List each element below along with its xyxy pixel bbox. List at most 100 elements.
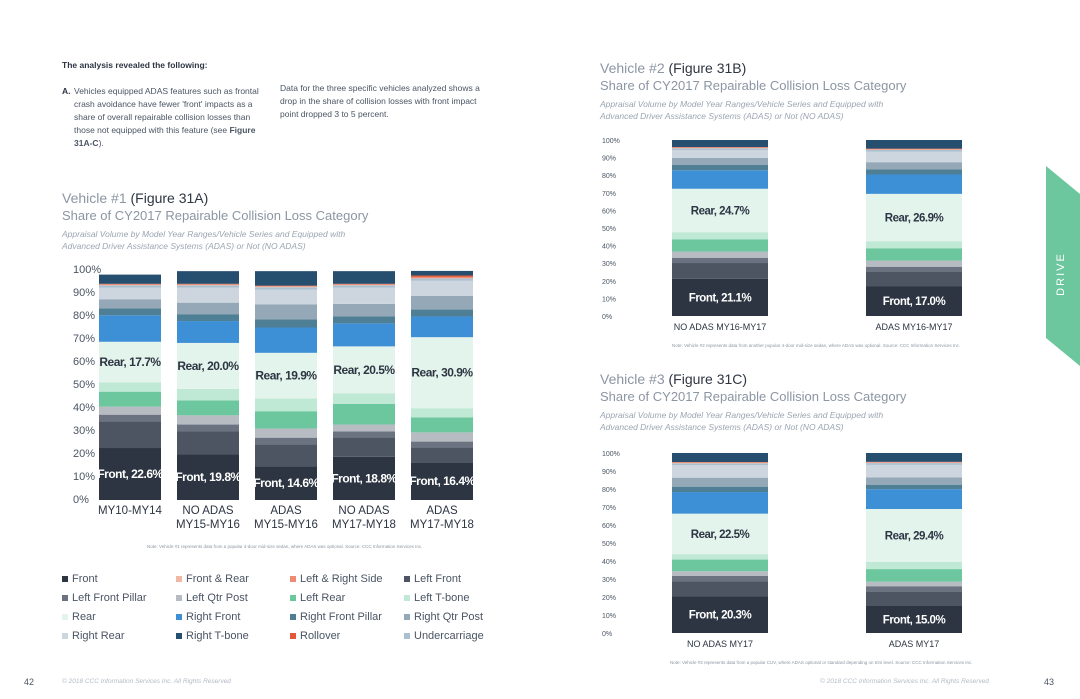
y-tick-label: 0% xyxy=(73,494,89,506)
legend-label: Left Qtr Post xyxy=(186,592,248,604)
front-data-label: Front, 14.6% xyxy=(253,476,319,490)
figure-1-note: Note: Vehicle #1 represents data from a … xyxy=(147,544,423,549)
bar-segment-front xyxy=(255,466,317,500)
finding-a-end: ). xyxy=(98,138,104,148)
rear-data-label: Rear, 17.7% xyxy=(99,355,161,369)
bar-segment-undercarriage xyxy=(333,285,395,288)
x-category-label: NO ADAS xyxy=(338,505,389,517)
front-data-label: Front, 15.0% xyxy=(883,615,946,627)
bar-segment-right-t-bone xyxy=(333,271,395,284)
y-tick-label: 30% xyxy=(602,261,616,268)
copyright-right: © 2018 CCC Information Services Inc. All… xyxy=(820,678,989,685)
bar-segment-right-rear xyxy=(672,150,768,158)
rear-data-label: Rear, 19.9% xyxy=(255,369,317,383)
x-category-label: ADAS MY17 xyxy=(889,639,940,649)
bar-segment-left-front xyxy=(672,263,768,279)
legend-swatch xyxy=(176,576,182,582)
bar-segment-front xyxy=(866,606,962,633)
x-category-label: NO ADAS xyxy=(182,505,233,517)
y-tick-label: 80% xyxy=(602,173,616,180)
bar-segment-undercarriage xyxy=(255,287,317,290)
bar-segment-left-front-pillar xyxy=(672,575,768,582)
bar-segment-right-front-pillar xyxy=(177,314,239,322)
y-tick-label: 50% xyxy=(602,226,616,233)
front-data-label: Front, 19.8% xyxy=(175,470,241,484)
y-tick-label: 90% xyxy=(602,469,616,476)
bar-segment-right-t-bone xyxy=(672,140,768,148)
x-category-label: NO ADAS MY16-MY17 xyxy=(674,322,767,332)
bar-segment-front xyxy=(333,456,395,500)
legend-label: Left T-bone xyxy=(414,592,470,604)
bar-segment-rear xyxy=(99,341,161,383)
page-number-left: 42 xyxy=(24,677,35,687)
bar-segment-left-rear xyxy=(99,391,161,407)
bar-segment-right-qtr-post xyxy=(866,162,962,170)
legend-label: Undercarriage xyxy=(414,630,484,642)
bar-segment-right-t-bone xyxy=(411,270,473,276)
legend-swatch xyxy=(290,633,296,639)
figure-2-description: Appraisal Volume by Model Year Ranges/Ve… xyxy=(600,98,883,122)
bar-segment-right-qtr-post xyxy=(672,157,768,165)
y-tick-label: 70% xyxy=(602,505,616,512)
bar-segment-left-t-bone xyxy=(672,554,768,560)
front-data-label: Front, 17.0% xyxy=(883,296,946,308)
rear-data-label: Rear, 30.9% xyxy=(411,366,473,380)
y-tick-label: 20% xyxy=(73,448,95,460)
bar-segment-left-right-side xyxy=(672,462,768,463)
legend-label: Front xyxy=(72,573,98,585)
bar-segment-right-t-bone xyxy=(255,271,317,286)
bar-segment-left-rear xyxy=(333,403,395,425)
bar-segment-left-rear xyxy=(672,559,768,572)
bar-segment-right-front xyxy=(333,323,395,347)
x-category-label: MY17-MY18 xyxy=(410,519,474,531)
bar-segment-right-qtr-post xyxy=(672,477,768,487)
front-data-label: Front, 16.4% xyxy=(409,474,475,488)
bar-segment-right-front xyxy=(255,327,317,353)
bar-segment-right-rear xyxy=(866,464,962,478)
figure-2-title: Vehicle #2 (Figure 31B) xyxy=(600,60,746,76)
y-tick-label: 0% xyxy=(602,314,612,321)
page-number-right: 43 xyxy=(1044,677,1055,687)
y-tick-label: 70% xyxy=(73,333,95,345)
figure-3-chart: 0% 10% 20% 30% 40% 50% 60% 70% 80% 90% 100% Front, … xyxy=(602,451,962,649)
bar-segment-left-rear xyxy=(672,239,768,252)
figure-2-desc-line1: Appraisal Volume by Model Year Ranges/Ve… xyxy=(600,99,884,109)
legend-label: Right Front xyxy=(186,611,241,623)
x-category-label: MY15-MY16 xyxy=(176,519,240,531)
y-tick-label: 80% xyxy=(602,487,616,494)
legend-swatch xyxy=(176,614,182,620)
y-tick-label: 90% xyxy=(602,156,616,163)
bar-segment-left-front-pillar xyxy=(411,441,473,448)
y-tick-label: 70% xyxy=(602,191,616,198)
bar-segment-right-rear xyxy=(672,465,768,478)
bar-segment-left-qtr-post xyxy=(866,260,962,267)
bar-segment-right-front-pillar xyxy=(99,308,161,316)
bar-segment-right-t-bone xyxy=(672,453,768,462)
legend-item: Rear xyxy=(62,611,176,623)
front-data-label: Front, 21.1% xyxy=(689,292,752,304)
bar-segment-left-t-bone xyxy=(177,388,239,401)
bar-segment-left-rear xyxy=(866,248,962,261)
bar-segment-right-qtr-post xyxy=(411,295,473,310)
front-data-label: Front, 20.3% xyxy=(689,610,752,622)
bar-segment-right-front-pillar xyxy=(866,169,962,175)
bar-segment-right-qtr-post xyxy=(255,304,317,320)
y-tick-label: 50% xyxy=(602,541,616,548)
bar-segment-left-front-pillar xyxy=(333,431,395,438)
bar-segment-left-right-side xyxy=(99,284,161,285)
bar-segment-left-t-bone xyxy=(333,393,395,404)
figure-1-desc-line2: Advanced Driver Assistance Systems (ADAS… xyxy=(62,241,306,251)
bar-stack xyxy=(177,271,239,500)
bar-segment-right-t-bone xyxy=(177,271,239,284)
bar-segment-undercarriage xyxy=(177,285,239,288)
finding-a: A. Vehicles equipped ADAS features such … xyxy=(62,85,262,150)
bar-segment-left-qtr-post xyxy=(411,432,473,442)
bar-segment-right-front xyxy=(177,321,239,343)
figure-1-subtitle: Share of CY2017 Repairable Collision Los… xyxy=(62,208,369,223)
bar-segment-right-front-pillar xyxy=(672,164,768,171)
bar-segment-right-rear xyxy=(99,287,161,300)
figure-2-title-fig: (Figure 31B) xyxy=(668,60,747,76)
legend-label: Left Rear xyxy=(300,592,346,604)
legend-swatch xyxy=(290,614,296,620)
bar-segment-right-front xyxy=(411,316,473,338)
